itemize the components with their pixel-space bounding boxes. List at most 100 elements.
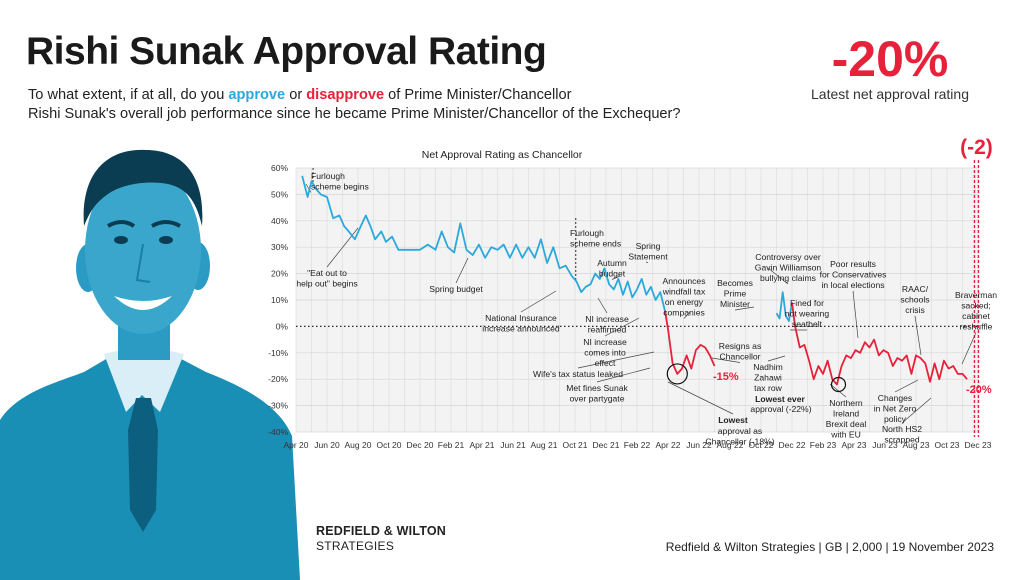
chart-annotation: Furlough scheme begins: [311, 171, 369, 192]
annotation-line: approval as: [718, 426, 762, 436]
chart-annotation: NI increase reaffirmed: [585, 314, 629, 335]
net-change-label: (-2): [960, 136, 993, 159]
annotation-line: seatbelt: [792, 319, 823, 329]
annotation-line: Chancellor: [719, 352, 760, 362]
annotation-leader: [734, 306, 755, 311]
series-line: [301, 175, 666, 311]
y-tick-label: 40%: [271, 216, 288, 226]
disapprove-word: disapprove: [306, 87, 385, 103]
x-tick-label: Jun 22: [686, 440, 712, 450]
chart-annotation: RAAC/schools crisis: [900, 284, 929, 315]
y-tick-label: 50%: [271, 189, 288, 199]
x-tick-label: Feb 23: [810, 440, 837, 450]
approve-word: approve: [228, 87, 286, 103]
series-line: [775, 291, 793, 323]
y-axis-ticks: 60% 50% 40% 30% 20% 10% 0% -10% -20% -30% -40%: [268, 163, 288, 437]
y-tick-label: 0%: [276, 321, 289, 331]
annotation-line: increase announced: [482, 324, 560, 334]
annotation-line: Chancellor (-18%): [705, 437, 774, 447]
annotation-leader: [455, 257, 469, 284]
x-tick-label: Jun 20: [314, 440, 340, 450]
annotation-line: schools: [900, 295, 929, 305]
annotation-leader: [767, 267, 789, 285]
annotation-line: with EU: [830, 430, 861, 440]
annotation-leader: [961, 332, 977, 365]
chart-annotation: Changes in Net Zero policy: [874, 393, 917, 424]
chart-annotation: Autumn budget: [597, 258, 627, 279]
survey-question-line-2: Rishi Sunak's overall job performance si…: [28, 106, 681, 122]
annotation-line: crisis: [905, 305, 925, 315]
annotation-line: Furlough: [311, 171, 345, 181]
chart-annotation: Nadhim Zahawi tax row: [753, 362, 783, 393]
annotation-line: Fined for: [790, 298, 824, 308]
x-tick-label: Oct 21: [562, 440, 587, 450]
annotation-leader: [914, 315, 922, 356]
annotation-line: -15%: [713, 371, 739, 383]
series-line: [791, 302, 968, 386]
survey-question-line-1: To what extent, if at all, do you approv…: [28, 86, 681, 105]
annotation-line: National Insurance: [485, 313, 557, 323]
page-title: Rishi Sunak Approval Rating: [26, 30, 547, 73]
x-tick-label: Oct 22: [748, 440, 773, 450]
annotation-line: Spring: [636, 241, 661, 251]
x-tick-label: Apr 22: [655, 440, 680, 450]
annotation-line: comes into: [584, 348, 626, 358]
annotation-line: Brexit deal: [826, 419, 867, 429]
chart-annotation: National Insurance increase announced: [482, 313, 560, 334]
annotation-line: over partygate: [570, 394, 625, 404]
chart-annotation: Braverman sacked; cabinet reshuffle: [955, 290, 997, 332]
chart-annotation: Fined for not wearing seatbelt: [785, 298, 830, 329]
y-tick-label: -40%: [268, 427, 288, 437]
chart-annotation: Lowest: [718, 415, 748, 425]
annotation-line: reshuffle: [960, 322, 993, 332]
chart-annotation: Met fines Sunak over partygate: [566, 383, 628, 404]
chart-title: Net Approval Rating as Chancellor: [422, 149, 583, 161]
x-tick-label: Feb 21: [438, 440, 465, 450]
lowest-point-marker: [830, 376, 847, 393]
annotation-leader: [767, 355, 786, 362]
annotation-line: Prime: [724, 289, 747, 299]
portrait-illustration: [0, 149, 300, 580]
annotation-leader: [326, 227, 359, 268]
chart-annotation: -15%: [713, 371, 739, 383]
annotation-line: Spring budget: [429, 284, 483, 294]
series-line: [664, 310, 716, 375]
annotation-line: North HS2: [882, 424, 922, 434]
annotation-leader: [305, 183, 312, 193]
latest-net-approval-value: -20%: [831, 31, 949, 87]
annotation-line: policy: [884, 414, 907, 424]
chart-annotation: Announces windfall tax on energy companies: [662, 276, 706, 318]
annotation-line: Gavin Williamson: [755, 263, 822, 273]
x-tick-label: Oct 20: [376, 440, 401, 450]
annotation-line: Autumn: [597, 258, 627, 268]
x-tick-label: Oct 23: [934, 440, 959, 450]
annotation-leaders: [305, 168, 977, 424]
x-tick-label: Apr 21: [469, 440, 494, 450]
annotation-line: tax row: [754, 383, 782, 393]
annotation-line: bullying claims: [760, 273, 816, 283]
annotation-leader: [683, 311, 691, 319]
annotation-line: sacked;: [961, 301, 991, 311]
chart-markers: [666, 363, 847, 393]
annotation-leader: [645, 261, 649, 263]
annotation-line: companies: [663, 308, 705, 318]
chart-annotation: North HS2 scrapped: [882, 424, 922, 445]
chart-grid: [295, 167, 979, 433]
annotation-line: not wearing: [785, 309, 830, 319]
annotation-leader: [597, 297, 608, 314]
x-tick-label: Jun 21: [500, 440, 526, 450]
annotation-line: reaffirmed: [588, 325, 627, 335]
chart-annotation: -20%: [966, 384, 992, 396]
chart-reference-lines: (-2): [296, 136, 993, 437]
annotation-line: scheme ends: [570, 239, 621, 249]
annotation-line: "Eat out to: [307, 268, 347, 278]
chart-annotation: Becomes Prime Minister: [717, 278, 753, 309]
annotation-leader: [852, 290, 859, 339]
annotation-leader: [829, 383, 847, 398]
annotation-line: Minister: [720, 299, 750, 309]
x-tick-label: Dec 20: [407, 440, 434, 450]
x-tick-label: Dec 23: [965, 440, 992, 450]
annotation-line: NI increase: [583, 337, 627, 347]
annotation-line: Poor results: [830, 259, 876, 269]
